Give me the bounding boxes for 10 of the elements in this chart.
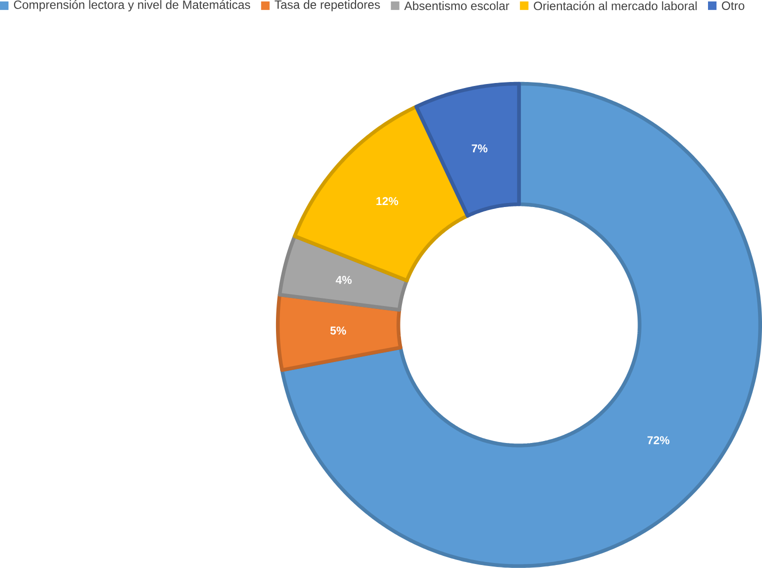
data-label: 7% xyxy=(472,144,488,152)
legend-label: Orientación al mercado laboral xyxy=(534,1,697,10)
legend-label: Otro xyxy=(722,1,744,10)
data-label: 72% xyxy=(647,436,670,444)
legend-label: Tasa de repetidores xyxy=(274,0,380,12)
data-label: 12% xyxy=(376,197,398,206)
data-label: 4% xyxy=(336,276,352,284)
legend-label: Absentismo escolar xyxy=(404,1,510,10)
data-label: 5% xyxy=(330,326,346,335)
legend-label: Comprensión lectora y nivel de Matemáticas xyxy=(14,0,250,12)
